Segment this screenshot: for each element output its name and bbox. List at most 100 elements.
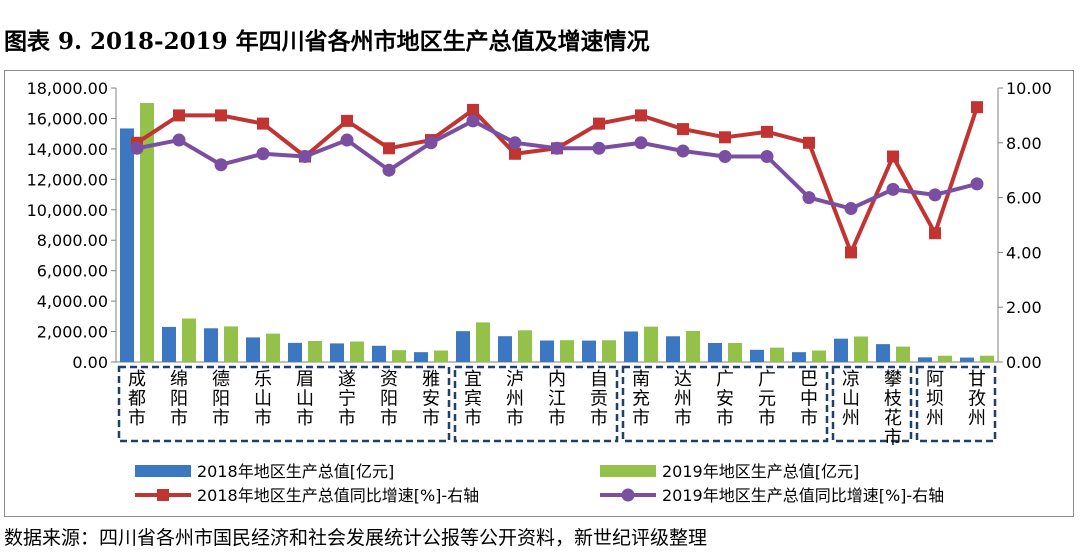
bar-2018 bbox=[540, 340, 554, 362]
bar-2018 bbox=[792, 352, 806, 362]
point-2018 bbox=[593, 117, 605, 130]
legend-label: 2018年地区生产总值[亿元] bbox=[197, 462, 394, 481]
bar-2019 bbox=[938, 355, 952, 362]
point-2018 bbox=[509, 147, 521, 160]
category-group-box bbox=[621, 365, 829, 443]
bar-2018 bbox=[246, 337, 260, 362]
category-group-box bbox=[117, 365, 451, 443]
bar-2018 bbox=[834, 338, 848, 362]
category-label: 眉山市 bbox=[296, 369, 314, 429]
left-tick-label: 6,000.00 bbox=[37, 262, 108, 281]
left-tick-label: 8,000.00 bbox=[37, 231, 108, 250]
point-2019 bbox=[592, 141, 606, 155]
legend-swatch bbox=[600, 465, 656, 477]
category-label: 南充市 bbox=[632, 369, 650, 429]
point-2018 bbox=[845, 246, 857, 259]
category-label: 宜宾市 bbox=[464, 369, 482, 429]
legend-swatch bbox=[135, 465, 191, 477]
bar-2019 bbox=[350, 341, 364, 362]
series-line-2019 bbox=[136, 118, 978, 211]
bar-2018 bbox=[960, 357, 974, 362]
left-tick-label: 2,000.00 bbox=[37, 323, 108, 342]
category-label: 阿坝州 bbox=[926, 369, 944, 429]
category-label: 巴中市 bbox=[800, 369, 818, 429]
point-2018 bbox=[677, 123, 689, 136]
bar-2019 bbox=[266, 333, 280, 362]
point-2019 bbox=[550, 141, 564, 155]
bar-2019 bbox=[896, 346, 910, 362]
bar-2018 bbox=[372, 345, 386, 362]
point-2018 bbox=[719, 131, 731, 144]
point-2019 bbox=[256, 147, 270, 161]
point-2018 bbox=[635, 109, 647, 122]
category-label: 资阳市 bbox=[380, 369, 398, 429]
point-2019 bbox=[844, 202, 858, 216]
point-2019 bbox=[676, 144, 690, 158]
legend-label: 2018年地区生产总值同比增速[%]-右轴 bbox=[197, 486, 479, 505]
point-2019 bbox=[970, 177, 984, 191]
point-2019 bbox=[466, 114, 480, 128]
bar-2018 bbox=[750, 349, 764, 362]
bar-2018 bbox=[666, 336, 680, 362]
right-tick-label: 10.00 bbox=[1006, 79, 1052, 98]
point-2018 bbox=[383, 142, 395, 155]
left-tick-label: 14,000.00 bbox=[27, 140, 108, 159]
left-tick-label: 10,000.00 bbox=[27, 201, 108, 220]
category-label: 凉山州 bbox=[842, 369, 860, 429]
bar-2019 bbox=[686, 330, 700, 362]
bar-2019 bbox=[434, 350, 448, 362]
point-2018 bbox=[971, 101, 983, 114]
bar-2019 bbox=[854, 336, 868, 362]
bar-2019 bbox=[728, 342, 742, 362]
point-2019 bbox=[340, 133, 354, 147]
bar-2018 bbox=[708, 342, 722, 362]
point-2019 bbox=[508, 136, 522, 150]
bar-2019 bbox=[140, 103, 154, 363]
category-label: 德阳市 bbox=[212, 369, 230, 429]
bar-2018 bbox=[498, 336, 512, 362]
bar-2019 bbox=[308, 340, 322, 362]
bar-2019 bbox=[770, 347, 784, 362]
bar-2019 bbox=[980, 355, 994, 362]
bar-2018 bbox=[624, 331, 638, 362]
category-group-box bbox=[915, 365, 997, 443]
category-label: 广元市 bbox=[758, 369, 776, 429]
point-2019 bbox=[760, 150, 774, 163]
point-2019 bbox=[130, 141, 144, 155]
bar-2019 bbox=[560, 340, 574, 362]
bar-2019 bbox=[392, 350, 406, 362]
bar-2018 bbox=[120, 128, 134, 362]
left-tick-label: 12,000.00 bbox=[27, 170, 108, 189]
category-label: 遂宁市 bbox=[338, 369, 356, 429]
bar-2018 bbox=[918, 357, 932, 362]
bar-2019 bbox=[518, 330, 532, 362]
right-tick-label: 6.00 bbox=[1006, 189, 1042, 208]
legend-label: 2019年地区生产总值[亿元] bbox=[662, 462, 859, 481]
point-2019 bbox=[424, 136, 438, 150]
left-tick-label: 18,000.00 bbox=[27, 79, 108, 98]
point-2018 bbox=[803, 136, 815, 149]
bar-2018 bbox=[330, 343, 344, 362]
left-tick-label: 16,000.00 bbox=[27, 109, 108, 128]
category-label: 攀枝花市 bbox=[884, 369, 902, 449]
right-tick-label: 2.00 bbox=[1006, 298, 1042, 317]
bar-2018 bbox=[204, 328, 218, 362]
category-group-box bbox=[831, 365, 913, 443]
right-tick-label: 0.00 bbox=[1006, 353, 1042, 372]
point-2019 bbox=[928, 188, 942, 202]
category-label: 雅安市 bbox=[422, 369, 440, 429]
bar-2019 bbox=[182, 318, 196, 362]
bar-2019 bbox=[644, 326, 658, 362]
point-2018 bbox=[257, 117, 269, 130]
point-2019 bbox=[214, 158, 228, 172]
bar-2018 bbox=[456, 331, 470, 362]
bar-2019 bbox=[476, 322, 490, 362]
point-2019 bbox=[172, 133, 186, 147]
chart-title: 图表 9. 2018-2019 年四川省各州市地区生产总值及增速情况 bbox=[4, 28, 650, 55]
point-2018 bbox=[761, 125, 773, 138]
category-label: 成都市 bbox=[128, 369, 146, 429]
point-2018 bbox=[173, 109, 185, 122]
left-tick-label: 0.00 bbox=[72, 353, 108, 372]
point-2018 bbox=[887, 150, 899, 163]
